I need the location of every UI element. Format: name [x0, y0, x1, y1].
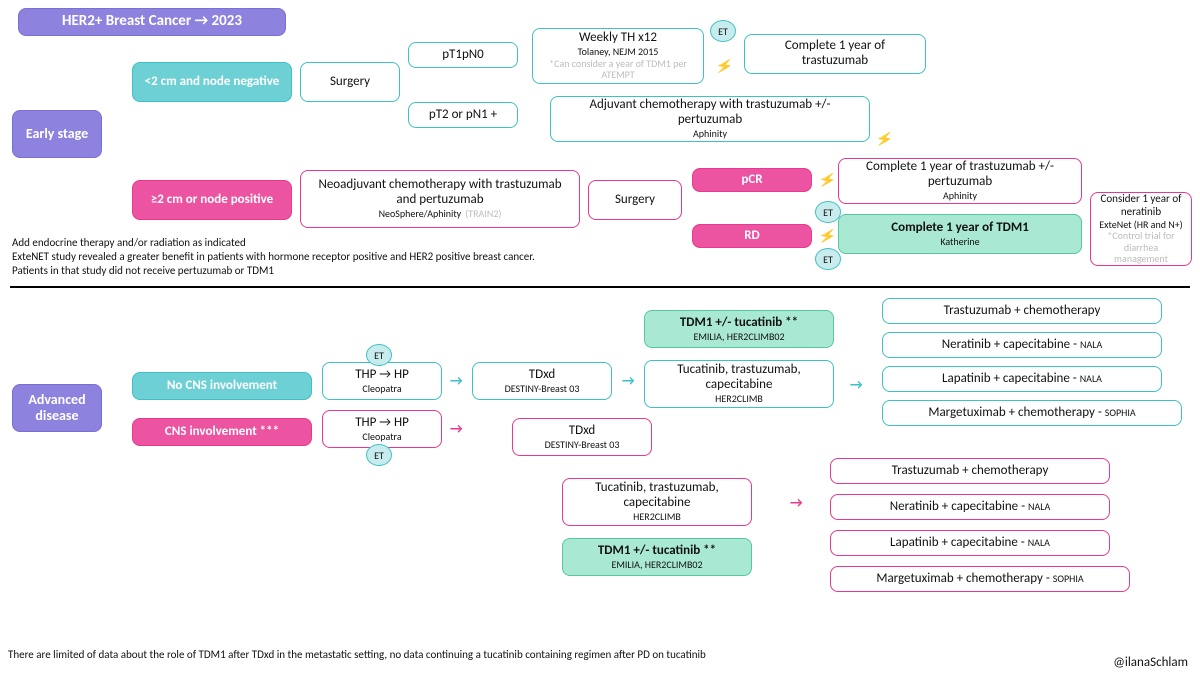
node-tdxd1: TDxdDESTINY-Breast 03 — [472, 362, 612, 400]
arrow-icon: → — [850, 376, 863, 393]
author-handle: @ilanaSchlam — [1113, 655, 1188, 670]
node-weekly: Weekly TH x12Tolaney, NEJM 2015*Can cons… — [532, 28, 704, 84]
node-tdm1: Complete 1 year of TDM1Katherine — [838, 214, 1082, 254]
section-divider — [10, 286, 1190, 288]
arrow-icon: → — [790, 494, 803, 511]
et-pill: ET — [366, 444, 392, 466]
node-surgery1: Surgery — [300, 62, 400, 102]
et-pill: ET — [710, 20, 736, 42]
opt-mag-2: Neratinib + capecitabine - NALA — [830, 494, 1110, 520]
node-rd: RD — [692, 224, 812, 248]
node-adjchemo: Adjuvant chemotherapy with trastuzumab +… — [550, 96, 870, 142]
stage-early: Early stage — [12, 110, 102, 158]
node-large: ≥2 cm or node positive — [132, 180, 292, 220]
bolt-icon: ⚡ — [715, 57, 735, 77]
node-pcr: pCR — [692, 168, 812, 192]
node-nocns: No CNS involvement — [132, 372, 312, 400]
node-tras1y: Complete 1 year of trastuzumab — [744, 34, 926, 74]
bolt-icon: ⚡ — [818, 227, 838, 247]
node-tdm1tuc-b: TDM1 +/- tucatinib **EMILIA, HER2CLIMB02 — [562, 538, 752, 576]
node-pt1: pT1pN0 — [408, 42, 518, 68]
node-nera: Consider 1 year of neratinibExteNet (HR … — [1090, 192, 1192, 266]
node-tuctras-a: Tucatinib, trastuzumab, capecitabineHER2… — [644, 360, 834, 408]
opt-mag-3: Lapatinib + capecitabine - NALA — [830, 530, 1110, 556]
node-traspert: Complete 1 year of trastuzumab +/- pertu… — [838, 158, 1082, 204]
node-small: <2 cm and node negative — [132, 62, 292, 102]
node-cns: CNS involvement *** — [132, 418, 312, 446]
node-surgery2: Surgery — [588, 180, 682, 220]
node-thp1: THP → HPCleopatra — [322, 362, 442, 400]
node-neoadj: Neoadjuvant chemotherapy with trastuzuma… — [300, 170, 580, 228]
opt-mag-1: Trastuzumab + chemotherapy — [830, 458, 1110, 484]
arrow-icon: → — [450, 420, 463, 437]
et-pill: ET — [366, 344, 392, 366]
node-tdxd2: TDxdDESTINY-Breast 03 — [512, 418, 652, 456]
opt-teal-2: Neratinib + capecitabine - NALA — [882, 332, 1162, 358]
opt-mag-4: Margetuximab + chemotherapy - SOPHIA — [830, 566, 1130, 592]
bolt-icon: ⚡ — [818, 171, 838, 191]
opt-teal-4: Margetuximab + chemotherapy - SOPHIA — [882, 400, 1182, 426]
bolt-icon: ⚡ — [875, 130, 895, 150]
stage-advanced: Advanced disease — [12, 384, 102, 432]
node-thp2: THP → HPCleopatra — [322, 410, 442, 448]
node-pt2: pT2 or pN1 + — [408, 102, 518, 128]
footer-note: There are limited of data about the role… — [8, 648, 908, 662]
opt-teal-1: Trastuzumab + chemotherapy — [882, 298, 1162, 324]
node-tdm1tuc-a: TDM1 +/- tucatinib **EMILIA, HER2CLIMB02 — [644, 310, 834, 348]
opt-teal-3: Lapatinib + capecitabine - NALA — [882, 366, 1162, 392]
et-pill: ET — [815, 201, 841, 223]
arrow-icon: → — [622, 372, 635, 389]
title: HER2+ Breast Cancer → 2023 — [18, 8, 286, 36]
early-footnote: Add endocrine therapy and/or radiation a… — [12, 236, 572, 277]
node-tuctras-b: Tucatinib, trastuzumab, capecitabineHER2… — [562, 478, 752, 526]
et-pill: ET — [815, 248, 841, 270]
arrow-icon: → — [450, 372, 463, 389]
